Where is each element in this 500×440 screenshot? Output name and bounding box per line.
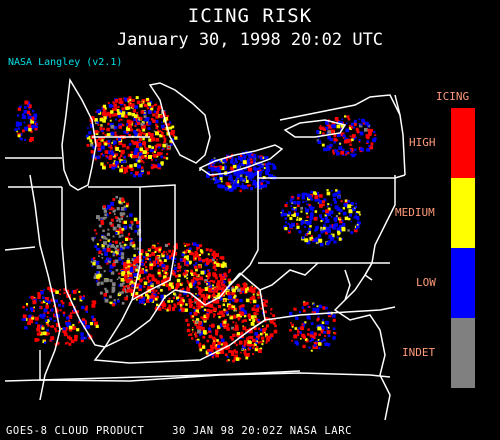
icing-risk-fields xyxy=(14,96,377,363)
legend-label-medium: MEDIUM xyxy=(395,206,435,219)
state-boundaries xyxy=(4,77,406,420)
footer-caption: GOES-8 CLOUD PRODUCT 30 JAN 98 20:02Z NA… xyxy=(6,425,353,437)
pa-ny-line xyxy=(257,171,406,179)
legend-label-high: HIGH xyxy=(409,136,436,149)
wv-va-line xyxy=(239,262,319,291)
legend-swatch-high xyxy=(451,108,475,178)
legend-swatch-low xyxy=(451,248,475,318)
map-timestamp: January 30, 1998 20:02 UTC xyxy=(116,30,384,50)
southern-boundary xyxy=(4,372,391,382)
map-title: ICING RISK xyxy=(187,5,313,27)
chesapeake-bay xyxy=(344,269,351,301)
lake-michigan-outline xyxy=(61,77,97,191)
oh-pa-line xyxy=(227,171,259,288)
ohio-river xyxy=(104,272,241,348)
delaware-line xyxy=(364,262,373,281)
east-coastline xyxy=(333,175,396,420)
canada-border xyxy=(5,94,401,171)
mississippi-river xyxy=(29,174,61,401)
legend-label-low: LOW xyxy=(416,276,436,289)
illinois-boundary xyxy=(61,187,106,348)
iowa-missouri-line xyxy=(4,246,36,251)
lake-erie-outline xyxy=(198,144,284,176)
va-south-line xyxy=(249,306,396,331)
lake-huron-outline xyxy=(148,82,211,164)
in-oh-line xyxy=(131,184,176,301)
icing-map xyxy=(4,77,406,420)
tennessee-boundary xyxy=(39,350,301,381)
legend-title: ICING xyxy=(436,90,470,103)
lake-ontario-outline xyxy=(283,119,347,138)
credit-label: NASA Langley (v2.1) xyxy=(8,57,123,68)
new-england-line xyxy=(394,94,406,176)
legend-label-indet: INDET xyxy=(402,346,436,359)
legend-swatch-indet xyxy=(451,318,475,388)
legend-swatch-medium xyxy=(451,178,475,248)
